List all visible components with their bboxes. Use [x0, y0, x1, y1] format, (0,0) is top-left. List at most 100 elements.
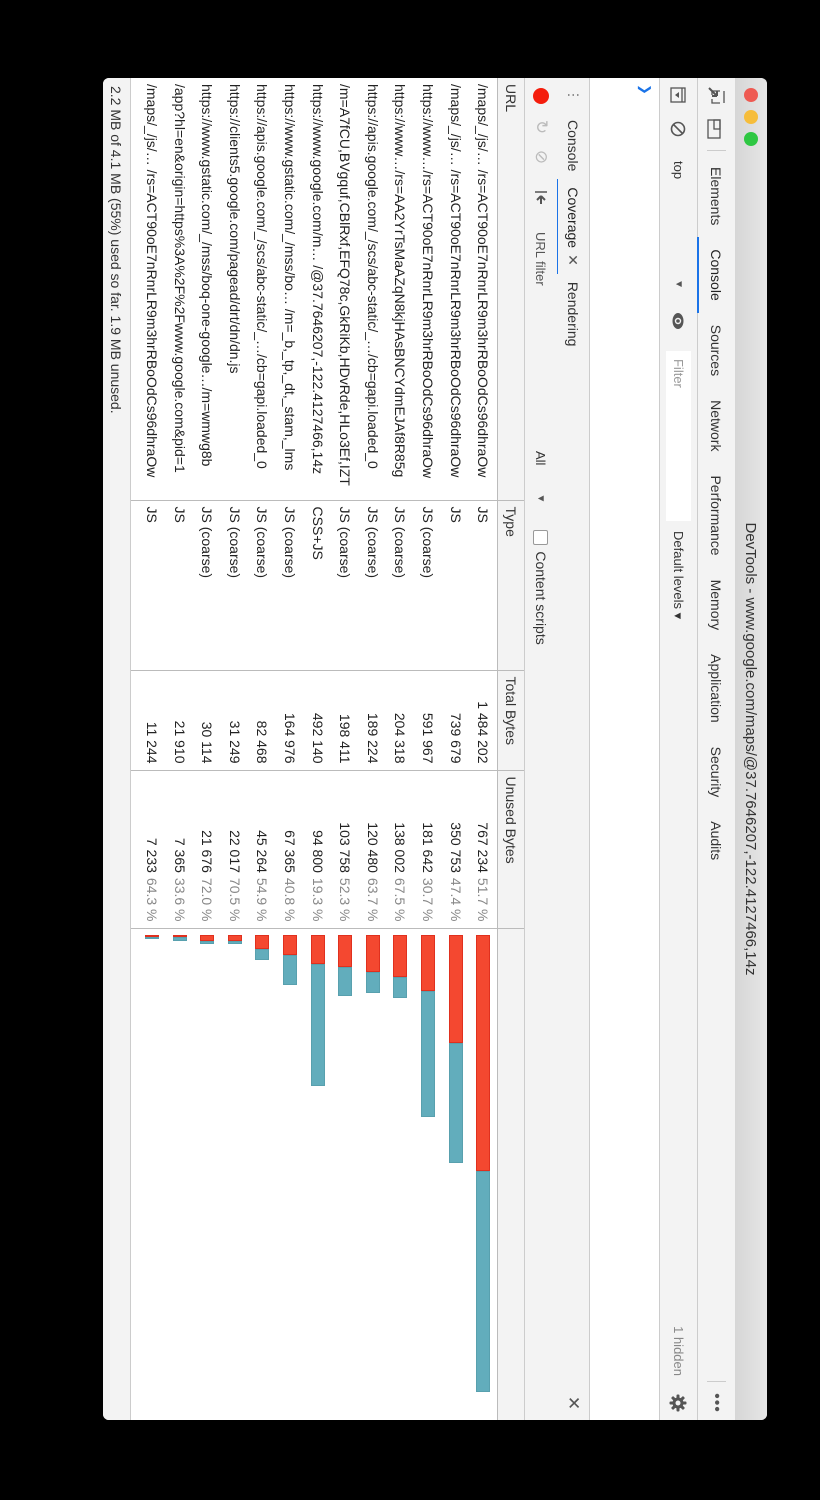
table-row[interactable]: /maps/_/js/… /rs=ACT90oE7nRnrLR9m3hrRBoO… [469, 78, 498, 1420]
close-drawer-icon[interactable]: ✕ [564, 1395, 583, 1411]
column-header-total-bytes[interactable]: Total Bytes [497, 670, 524, 770]
unused-bytes-cell: 94 800 19.3 % [303, 770, 332, 928]
unused-segment [448, 934, 463, 1043]
tab-elements[interactable]: Elements [708, 167, 725, 226]
unused-segment [310, 934, 325, 964]
title-bar: DevTools - www.google.com/maps/@37.76462… [734, 78, 767, 1420]
log-levels-dropdown[interactable]: Default levels ▾ [671, 530, 687, 620]
unused-segment [200, 934, 215, 942]
table-row[interactable]: https://www.google.com/m… /@37.7646207,-… [303, 78, 332, 1420]
tab-performance[interactable]: Performance [708, 475, 725, 556]
column-header-type[interactable]: Type [497, 500, 524, 670]
usage-bar [145, 934, 160, 1415]
drawer-tab-bar: ⋮ Console Coverage ✕ Rendering ✕ [556, 78, 590, 1420]
column-header-url[interactable]: URL [497, 78, 524, 500]
drawer-tab-console[interactable]: Console [565, 120, 581, 172]
total-bytes-cell: 11 244 [138, 670, 166, 770]
minimize-window-button[interactable] [744, 110, 758, 124]
drawer-tab-coverage[interactable]: Coverage ✕ [557, 179, 589, 273]
reload-icon[interactable]: ↻ [532, 119, 551, 135]
usage-bar-cell [249, 928, 277, 1420]
close-coverage-tab-icon[interactable]: ✕ [565, 254, 582, 266]
tab-console[interactable]: Console [698, 237, 735, 312]
used-segment [365, 971, 380, 993]
type-cell: JS (coarse) [386, 500, 415, 670]
tab-security[interactable]: Security [708, 746, 725, 798]
usage-bar [338, 934, 353, 1415]
unused-bytes-cell: 103 758 52.3 % [331, 770, 360, 928]
unused-percent: 40.8 % [282, 877, 299, 922]
console-filter-input[interactable]: Filter [666, 350, 691, 521]
used-segment [200, 941, 215, 944]
zoom-window-button[interactable] [744, 132, 758, 146]
table-row[interactable]: https://apis.google.com/_/scs/abc-static… [359, 78, 387, 1420]
used-segment [172, 936, 187, 942]
table-row[interactable]: https://www.gstatic.com/_/mss/boq-one-go… [193, 78, 222, 1420]
column-header-unused-bytes[interactable]: Unused Bytes [497, 770, 524, 928]
unused-percent: 52.3 % [337, 877, 354, 922]
table-header-row: URL Type Total Bytes Unused Bytes [497, 78, 524, 1420]
total-bytes-cell: 164 976 [276, 670, 304, 770]
table-row[interactable]: /maps/_/js/… /rs=ACT90oE7nRnrLR9m3hrRBoO… [441, 78, 470, 1420]
clear-icon[interactable]: ⊘ [532, 149, 551, 165]
unused-segment [227, 934, 242, 942]
type-cell: JS [138, 500, 166, 670]
record-button[interactable] [533, 88, 549, 104]
table-row[interactable]: /m=A7fCU,BVgquf,CBlRxf,EFQ78c,GkRiKb,HDv… [331, 78, 360, 1420]
console-output[interactable]: ❯ [590, 78, 659, 1420]
type-cell: JS (coarse) [248, 500, 277, 670]
divider [707, 1381, 726, 1382]
tab-application[interactable]: Application [708, 654, 725, 723]
type-cell: JS (coarse) [331, 500, 360, 670]
close-window-button[interactable] [744, 88, 758, 102]
context-selector[interactable]: top ▼ [671, 155, 686, 295]
coverage-summary: 2.2 MB of 4.1 MB (55%) used so far. 1.9 … [108, 86, 125, 414]
clear-console-icon[interactable] [671, 112, 687, 146]
drawer-menu-icon[interactable]: ⋮ [566, 88, 581, 102]
total-bytes-cell: 30 114 [193, 670, 222, 770]
tab-sources[interactable]: Sources [708, 324, 725, 377]
more-options-icon[interactable]: ••• [708, 1393, 726, 1413]
table-row[interactable]: https://www.gstatic.com/_/mss/bo… /m=_b,… [276, 78, 304, 1420]
table-row[interactable]: /app?hl=en&origin=https%3A%2F%2Fwww.goog… [165, 78, 194, 1420]
unused-bytes-cell: 21 676 72.0 % [193, 770, 222, 928]
divider [707, 150, 726, 151]
export-icon[interactable] [534, 181, 548, 215]
table-row[interactable]: https://www…/rs=AA2YrTsMaAZqN8kjHAsBNCYd… [386, 78, 415, 1420]
total-bytes-cell: 1 484 202 [469, 670, 498, 770]
live-expression-eye-icon[interactable] [672, 304, 686, 338]
tab-audits[interactable]: Audits [708, 821, 725, 861]
unused-segment [365, 934, 380, 972]
unused-percent: 51.7 % [475, 877, 492, 922]
unused-percent: 72.0 % [199, 877, 216, 922]
unused-segment [255, 934, 270, 949]
inspect-element-icon[interactable] [698, 78, 735, 112]
url-filter-input[interactable]: URL filter [533, 232, 549, 286]
tab-memory[interactable]: Memory [708, 579, 725, 631]
tab-network[interactable]: Network [708, 400, 725, 452]
drawer-tab-rendering[interactable]: Rendering [565, 281, 581, 347]
used-segment [476, 1171, 491, 1393]
device-toolbar-icon[interactable] [698, 112, 735, 146]
gear-icon[interactable] [670, 1386, 688, 1420]
usage-bar [200, 934, 215, 1415]
table-row[interactable]: https://clients5.google.com/pagead/drt/d… [221, 78, 249, 1420]
unused-segment [283, 934, 298, 956]
table-row[interactable]: https://apis.google.com/_/scs/abc-static… [248, 78, 277, 1420]
usage-bar-cell [166, 928, 194, 1420]
table-row[interactable]: https://www…/rs=ACT90oE7nRnrLR9m3hrRBoOd… [414, 78, 442, 1420]
content-scripts-checkbox[interactable] [533, 530, 549, 546]
usage-bar-cell [387, 928, 415, 1420]
url-cell: https://www…/rs=ACT90oE7nRnrLR9m3hrRBoOd… [414, 78, 442, 500]
unused-bytes-cell: 67 365 40.8 % [276, 770, 304, 928]
used-segment [448, 1042, 463, 1163]
window-controls [744, 88, 758, 146]
type-cell: JS [165, 500, 194, 670]
unused-percent: 19.3 % [309, 877, 326, 922]
usage-bar-cell [304, 928, 332, 1420]
show-sidebar-icon[interactable] [670, 78, 687, 112]
unused-bytes-cell: 7 365 33.6 % [165, 770, 194, 928]
unused-bytes-value: 7 233 [144, 837, 161, 873]
table-row[interactable]: /maps/_/js/… /rs=ACT90oE7nRnrLR9m3hrRBoO… [138, 78, 166, 1420]
type-filter-select[interactable]: All ▼ [534, 441, 549, 513]
